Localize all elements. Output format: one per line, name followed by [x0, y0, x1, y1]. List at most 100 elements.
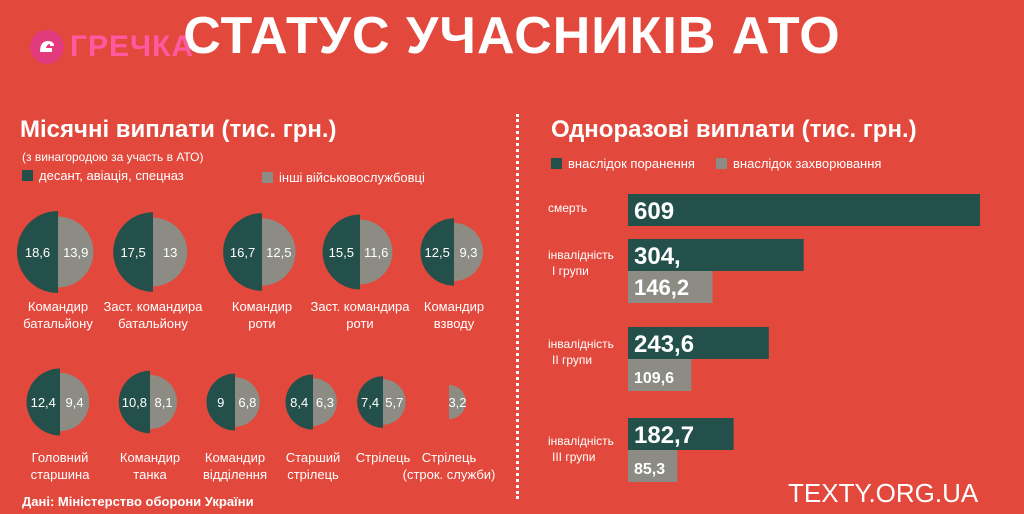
pie-category-label-line: старшина [30, 467, 90, 482]
bar-category-label: інвалідність II групи [548, 336, 614, 368]
pie-value-airborne-2: 16,7 [230, 245, 255, 260]
pie-category-label: Головний старшина [31, 449, 90, 483]
pie-value-other-3: 11,6 [364, 245, 388, 260]
pie-value-airborne-1: 17,5 [120, 245, 145, 260]
bar-injury-2 [628, 327, 769, 359]
bar-category-label-line: I групи [552, 264, 589, 278]
bar-injury-1 [628, 239, 804, 271]
pie-category-label-line: роти [248, 316, 276, 331]
pie-1: 17,5 13 [113, 212, 188, 292]
monthly-pie-chart: 18,6 13,9 17,5 13 16,7 12,5 15,5 11,6 12,5 9,312,… [17, 211, 483, 436]
bar-illness-1 [628, 271, 713, 303]
pie-half-other-8 [313, 378, 337, 426]
bar-category-label-line: інвалідність [548, 434, 614, 448]
legend-item-illness: внаслідок захворювання [716, 156, 881, 171]
bar-category-label-line: інвалідність [548, 337, 614, 351]
pie-value-other-5: 9,4 [66, 395, 84, 410]
monthly-title: Місячні виплати (тис. грн.) [20, 116, 337, 143]
pie-value-airborne-3: 15,5 [329, 245, 354, 260]
pie-2: 16,7 12,5 [223, 213, 296, 291]
bar-label-illness-1: 146,2 [634, 275, 689, 300]
pie-category-label: Стрілець [356, 449, 411, 483]
pie-value-airborne-8: 8,4 [290, 395, 308, 410]
pie-value-airborne-7: 9 [217, 395, 224, 410]
bar-label-injury-2: 243,6 [634, 331, 694, 358]
pie-value-other-6: 8,1 [154, 395, 172, 410]
bar-group-0: 609 [628, 194, 980, 226]
pie-category-label-line: Головний [31, 450, 89, 465]
pie-category-label-line: роти [346, 316, 374, 331]
pie-half-airborne-1 [113, 212, 153, 292]
pie-category-label-line: Командир [119, 450, 181, 465]
pie-category-label-line: Заст. командира [103, 299, 203, 314]
bar-category-label-line: III групи [552, 450, 596, 464]
pie-category-label: Старший стрілець [286, 449, 341, 483]
pie-category-label-line: батальйону [23, 316, 93, 331]
pie-value-other-0: 13,9 [63, 245, 88, 260]
pie-value-other-10: 3,2 [448, 395, 466, 410]
pie-category-label: Заст. командира роти [310, 298, 409, 332]
pie-value-other-8: 6,3 [316, 395, 334, 410]
pie-value-airborne-4: 12,5 [425, 245, 450, 260]
pie-half-airborne-4 [420, 218, 454, 286]
pie-half-airborne-2 [223, 213, 262, 291]
logo[interactable]: ГРЕЧКА [30, 30, 194, 64]
pie-value-other-9: 5,7 [385, 395, 403, 410]
pie-10: 3,2 [448, 384, 467, 420]
data-source: Дані: Міністерство оборони України [22, 494, 254, 509]
pie-category-label-line: відділення [202, 467, 268, 482]
pie-half-other-6 [150, 374, 178, 430]
bar-category-label: інвалідність III групи [548, 433, 614, 465]
legend-item-injury: внаслідок поранення [551, 156, 695, 171]
pie-category-label-line: танка [133, 467, 167, 482]
pie-category-label-line: Командир [423, 299, 485, 314]
legend-label: внаслідок захворювання [733, 156, 882, 171]
bar-category-label: інвалідність I групи [548, 247, 614, 279]
pie-value-airborne-0: 18,6 [25, 245, 50, 260]
pie-half-other-7 [235, 377, 260, 427]
pie-0: 18,6 13,9 [17, 211, 94, 293]
pie-9: 7,4 5,7 [357, 376, 406, 428]
pie-category-label: Командир танка [120, 449, 180, 483]
bar-group-2: 243,6 109,6 [628, 327, 769, 391]
bar-label-injury-1: 304, [634, 243, 681, 270]
pie-3: 15,5 11,6 [322, 214, 393, 290]
pie-half-airborne-0 [17, 211, 58, 293]
pie-half-airborne-9 [357, 376, 383, 428]
pie-6: 10,8 8,1 [118, 370, 178, 434]
legend-item-airborne: десант, авіація, спецназ [22, 168, 184, 183]
legend-swatch-dark [22, 170, 33, 181]
pie-category-label-line: Стрілець [355, 450, 411, 465]
pie-category-label: Командир роти [232, 298, 292, 332]
pie-category-label-line: взводу [433, 316, 475, 331]
pie-half-other-2 [262, 218, 296, 286]
pie-value-other-1: 13 [163, 245, 177, 260]
pie-category-label: Командир батальйону [23, 298, 93, 332]
pie-value-airborne-9: 7,4 [361, 395, 379, 410]
bar-group-3: 182,7 85,3 [628, 418, 734, 482]
bar-label-illness-2: 109,6 [634, 370, 674, 387]
bar-category-label-line: II групи [552, 353, 593, 367]
pie-half-airborne-3 [322, 214, 360, 290]
logo-text: ГРЕЧКА [70, 30, 195, 63]
pie-category-label: Командир взводу [424, 298, 484, 332]
pie-half-other-10 [449, 384, 467, 420]
bar-injury-0 [628, 194, 980, 226]
pie-category-label-line: Командир [27, 299, 89, 314]
pie-5: 12,4 9,4 [26, 368, 90, 436]
site-link[interactable]: TEXTY.ORG.UA [788, 478, 979, 508]
pie-category-label: Командир відділення [203, 449, 267, 483]
pie-half-other-3 [360, 219, 393, 285]
pie-category-label-line: стрілець [287, 467, 339, 482]
monthly-subtitle: (з винагородою за участь в АТО) [22, 150, 204, 164]
pie-category-label-line: (строк. служби) [402, 467, 496, 482]
pie-value-airborne-5: 12,4 [31, 395, 56, 410]
logo-icon [30, 30, 64, 64]
bar-category-label-line: інвалідність [548, 248, 614, 262]
bar-illness-3 [628, 450, 678, 482]
pie-8: 8,4 6,3 [285, 374, 337, 430]
legend-item-other: інші військовослужбовці [262, 170, 425, 185]
legend-label: інші військовослужбовці [279, 170, 425, 185]
pie-category-label-line: Стрілець [421, 450, 477, 465]
